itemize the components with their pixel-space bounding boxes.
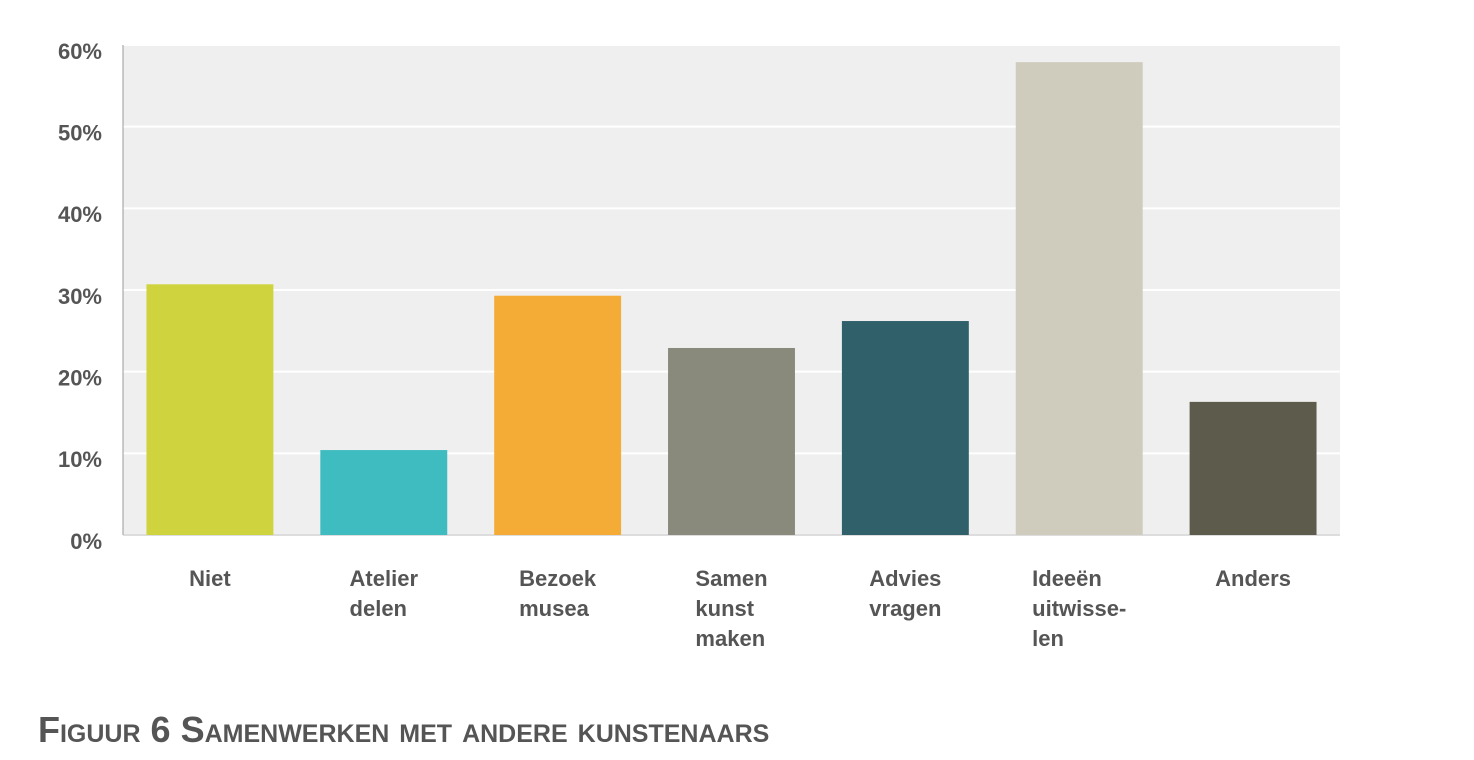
y-tick-label: 60% — [58, 39, 102, 64]
y-tick-label: 40% — [58, 202, 102, 227]
x-tick-label: Samen — [695, 566, 767, 591]
y-tick-label: 50% — [58, 120, 102, 145]
x-tick-label: vragen — [869, 596, 941, 621]
y-tick-label: 30% — [58, 284, 102, 309]
bar — [494, 295, 622, 535]
y-tick-label: 10% — [58, 447, 102, 472]
x-tick-label: musea — [519, 596, 589, 621]
x-tick-label: Ideeën — [1032, 566, 1102, 591]
chart-title: Figuur 6 Samenwerken met andere kunstena… — [38, 709, 769, 750]
x-tick-label: delen — [350, 596, 407, 621]
bar — [146, 284, 274, 535]
y-tick-label: 0% — [70, 529, 102, 554]
bar — [841, 321, 969, 535]
x-tick-label: Niet — [189, 566, 231, 591]
bar — [320, 450, 448, 535]
bar — [668, 347, 795, 535]
x-tick-label: kunst — [695, 596, 754, 621]
x-tick-label: Bezoek — [519, 566, 597, 591]
bar — [1015, 62, 1143, 536]
x-tick-label: maken — [695, 626, 765, 651]
x-tick-label: len — [1032, 626, 1064, 651]
x-tick-label: uitwisse- — [1032, 596, 1126, 621]
bar — [1189, 401, 1317, 535]
y-tick-label: 20% — [58, 365, 102, 390]
x-tick-label: Anders — [1215, 566, 1291, 591]
x-tick-label: Atelier — [350, 566, 419, 591]
x-tick-label: Advies — [869, 566, 941, 591]
